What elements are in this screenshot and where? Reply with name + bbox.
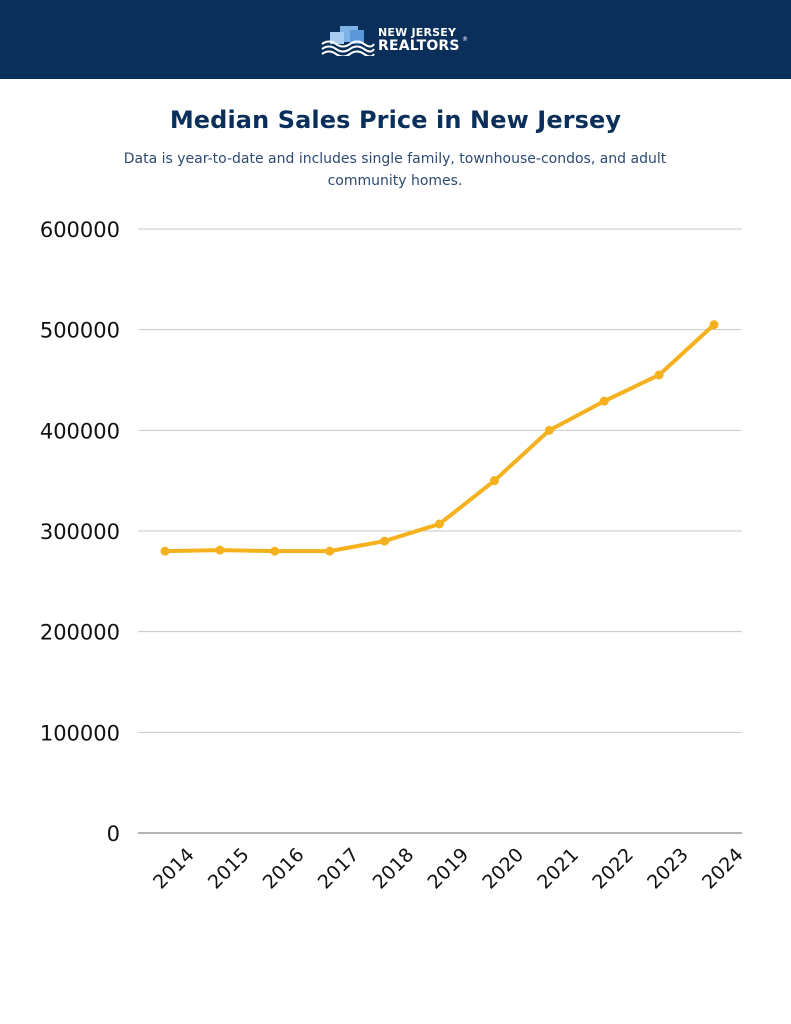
x-tick-label: 2022 [588,844,638,894]
series-line [163,322,716,554]
x-tick-label: 2017 [314,844,364,894]
data-point [544,425,554,435]
header-bar: NEW JERSEY REALTORS ® [0,0,791,79]
data-point [709,320,719,330]
x-tick-label: 2014 [149,844,199,894]
data-point [380,536,390,546]
x-tick-label: 2019 [423,844,473,894]
x-tick-label: 2018 [369,844,419,894]
chart-subtitle: Data is year-to-date and includes single… [123,151,667,189]
line-chart: 0 100000 200000 300000 400000 500000 600000 201… [40,218,748,894]
chart-title: Median Sales Price in New Jersey [169,106,622,134]
logo-text-realtors: REALTORS [378,38,460,54]
data-point [325,546,335,556]
y-tick-label: 100000 [40,721,120,745]
data-point [160,546,170,556]
registered-mark: ® [462,36,468,43]
data-point [654,370,664,380]
data-point [489,476,499,486]
y-tick-label: 500000 [40,319,120,343]
y-tick-label: 0 [107,822,120,846]
y-tick-label: 600000 [40,218,120,242]
y-tick-label: 300000 [40,520,120,544]
x-tick-label: 2015 [204,844,254,894]
x-tick-label: 2020 [478,844,528,894]
y-tick-label: 200000 [40,621,120,645]
buildings-wave-icon [321,26,375,56]
x-tick-label: 2023 [643,844,693,894]
data-point [599,396,609,406]
data-point [270,546,280,556]
x-tick-label: 2021 [533,844,583,894]
y-tick-label: 400000 [40,419,120,443]
logo-text-new-jersey: NEW JERSEY [378,26,457,39]
data-point [435,519,444,529]
x-tick-label: 2016 [259,844,309,894]
x-tick-label: 2024 [698,844,748,894]
new-jersey-realtors-logo: NEW JERSEY REALTORS ® [320,20,480,60]
data-point [215,545,225,555]
